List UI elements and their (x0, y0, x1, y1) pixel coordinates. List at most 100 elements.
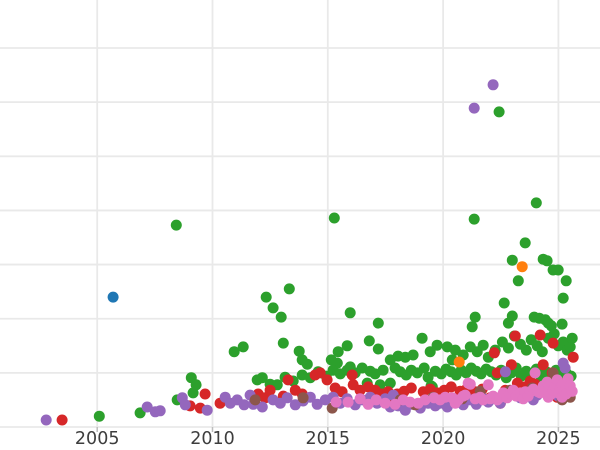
data-point-green (377, 364, 389, 376)
data-point-pink (459, 389, 471, 401)
data-point-orange (516, 261, 528, 273)
data-point-pink (541, 376, 553, 388)
data-point-green (536, 346, 548, 358)
data-point-green (552, 264, 564, 276)
data-point-purple (487, 79, 499, 91)
data-point-red (264, 384, 276, 396)
data-point-green (466, 321, 478, 333)
data-point-green (422, 371, 434, 383)
data-point-red (314, 367, 326, 379)
data-point-green (301, 358, 313, 370)
x-tick-label: 2020 (421, 429, 466, 449)
data-point-green (275, 311, 287, 323)
data-point-green (498, 297, 510, 309)
data-point-green (520, 344, 532, 356)
x-tick-label: 2015 (306, 429, 351, 449)
data-point-green (468, 213, 480, 225)
data-point-red (537, 359, 549, 371)
data-point-pink (342, 396, 354, 408)
data-point-green (237, 341, 249, 353)
data-point-purple (256, 401, 268, 413)
data-point-purple (559, 362, 571, 374)
data-point-pink (389, 398, 401, 410)
data-point-red (321, 374, 333, 386)
data-point-brown (249, 394, 261, 406)
data-point-green (502, 342, 514, 354)
data-point-green (557, 292, 569, 304)
x-tick-label: 2025 (536, 429, 581, 449)
data-point-purple (468, 102, 480, 114)
data-point-purple (281, 392, 293, 404)
data-point-green (502, 317, 514, 329)
data-point-purple (238, 399, 250, 411)
data-point-green (449, 344, 461, 356)
data-point-green (477, 339, 489, 351)
data-point-green (341, 340, 353, 352)
data-point-red (567, 351, 579, 363)
data-point-green (530, 197, 542, 209)
data-point-red (346, 369, 358, 381)
data-point-green (431, 339, 443, 351)
data-point-purple (141, 401, 153, 413)
data-point-green (519, 237, 531, 249)
data-point-green (372, 343, 384, 355)
data-point-green (541, 255, 553, 267)
data-point-blue (107, 291, 119, 303)
data-point-green (384, 377, 396, 389)
data-point-pink (370, 394, 382, 406)
data-point-red (199, 388, 211, 400)
data-point-red (509, 330, 521, 342)
data-point-pink (379, 397, 391, 409)
data-point-green (187, 387, 199, 399)
data-point-green (93, 410, 105, 422)
data-point-green (418, 362, 430, 374)
data-point-red (491, 367, 503, 379)
data-point-green (512, 275, 524, 287)
data-point-red (547, 337, 559, 349)
data-point-purple (201, 404, 213, 416)
data-point-green (493, 106, 505, 118)
data-point-green (548, 328, 560, 340)
data-point-red (534, 329, 546, 341)
data-point-red (488, 347, 500, 359)
data-point-pink (404, 396, 416, 408)
data-point-green (407, 349, 419, 361)
data-point-green (566, 332, 578, 344)
data-point-green (267, 302, 279, 314)
data-point-pink (482, 379, 494, 391)
data-point-green (332, 346, 344, 358)
data-point-purple (499, 366, 511, 378)
data-point-red (56, 414, 68, 426)
data-point-green (283, 283, 295, 295)
data-point-brown (297, 392, 309, 404)
data-point-green (363, 335, 375, 347)
data-point-green (506, 254, 518, 266)
data-point-red (405, 382, 417, 394)
data-point-green (424, 346, 436, 358)
data-point-green (228, 346, 240, 358)
data-point-orange (453, 356, 465, 368)
data-point-green (564, 341, 576, 353)
data-point-pink (529, 367, 541, 379)
data-point-green (256, 372, 268, 384)
data-point-green (260, 291, 272, 303)
data-point-green (293, 345, 305, 357)
data-point-pink (354, 393, 366, 405)
data-point-purple (311, 398, 323, 410)
data-point-pink (419, 394, 431, 406)
data-point-red (282, 374, 294, 386)
data-point-red (445, 381, 457, 393)
data-point-pink (330, 396, 342, 408)
x-tick-label: 2005 (75, 429, 120, 449)
x-tick-label: 2010 (190, 429, 235, 449)
data-point-purple (154, 405, 166, 417)
data-point-green (416, 332, 428, 344)
data-point-purple (40, 414, 52, 426)
data-point-green (170, 219, 182, 231)
data-point-green (328, 212, 340, 224)
data-point-pink (464, 378, 476, 390)
data-point-green (560, 275, 572, 287)
